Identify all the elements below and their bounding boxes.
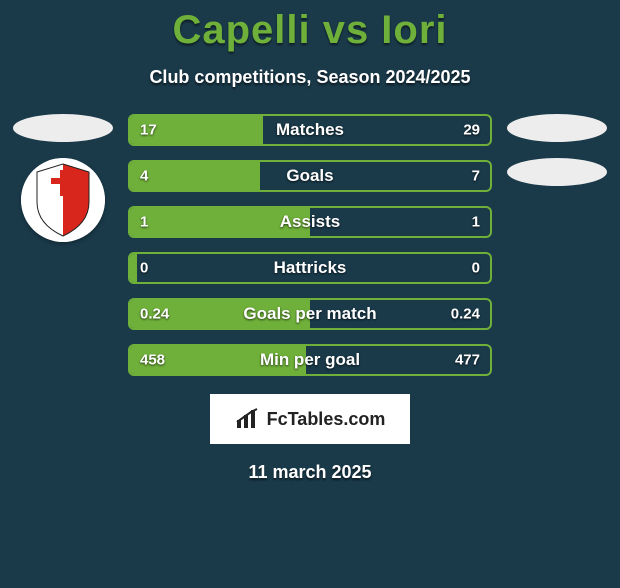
stat-fill-left: [130, 254, 137, 282]
stat-value-left: 0.24: [140, 306, 169, 323]
stat-bar: 4Goals7: [128, 160, 492, 192]
stat-bar: 17Matches29: [128, 114, 492, 146]
stat-value-left: 4: [140, 168, 148, 185]
player-left-avatar-placeholder: [13, 114, 113, 142]
stat-fill-left: [130, 208, 310, 236]
stat-bar: 458Min per goal477: [128, 344, 492, 376]
stat-fill-left: [130, 162, 260, 190]
bars-icon: [235, 408, 261, 430]
page-title: Capelli vs Iori: [0, 8, 620, 53]
stat-value-left: 1: [140, 214, 148, 231]
stat-value-right: 7: [472, 168, 480, 185]
stat-value-left: 0: [140, 260, 148, 277]
stat-value-left: 17: [140, 122, 157, 139]
stat-value-right: 0.24: [451, 306, 480, 323]
stat-value-right: 1: [472, 214, 480, 231]
shield-icon: [21, 158, 105, 242]
stat-value-right: 29: [463, 122, 480, 139]
subtitle: Club competitions, Season 2024/2025: [0, 67, 620, 88]
stat-bar: 1Assists1: [128, 206, 492, 238]
player-left-club-badge: [21, 158, 105, 242]
stat-value-right: 477: [455, 352, 480, 369]
stat-bar: 0.24Goals per match0.24: [128, 298, 492, 330]
left-player-col: [8, 114, 118, 242]
stat-label: Hattricks: [130, 258, 490, 278]
stat-value-left: 458: [140, 352, 165, 369]
stats-bars: 17Matches29 4Goals7 1Assists1 0Hattricks0 0.…: [118, 114, 502, 376]
brand-text: FcTables.com: [267, 409, 386, 430]
stat-value-right: 0: [472, 260, 480, 277]
date-text: 11 march 2025: [0, 462, 620, 483]
brand-badge: FcTables.com: [210, 394, 410, 444]
right-player-col: [502, 114, 612, 186]
player-right-avatar-placeholder: [507, 114, 607, 142]
stat-bar: 0Hattricks0: [128, 252, 492, 284]
player-right-club-placeholder: [507, 158, 607, 186]
comparison-panel: 17Matches29 4Goals7 1Assists1 0Hattricks0 0.…: [0, 114, 620, 376]
